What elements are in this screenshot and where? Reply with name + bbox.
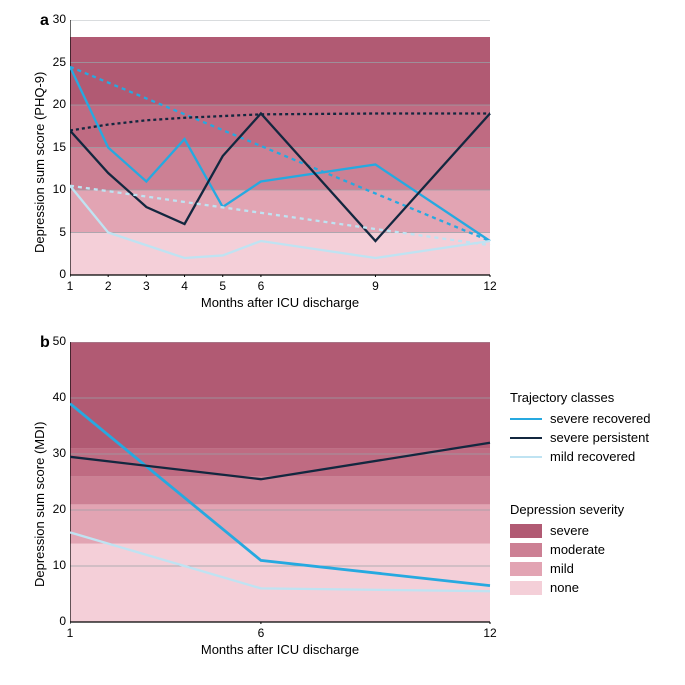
xtick-label: 12 — [480, 279, 500, 293]
ylabel: Depression sum score (PHQ-9) — [32, 71, 47, 252]
ytick-label: 20 — [44, 97, 66, 111]
legend-color-swatch — [510, 543, 542, 557]
xtick-label: 4 — [175, 279, 195, 293]
xtick-label: 9 — [365, 279, 385, 293]
chart-svg — [70, 20, 492, 277]
xtick-label: 12 — [480, 626, 500, 640]
legend-label: mild recovered — [550, 449, 635, 464]
severity-band — [70, 37, 490, 105]
legend-item: none — [510, 580, 650, 595]
legend-label: none — [550, 580, 579, 595]
legend-title-trajectory: Trajectory classes — [510, 390, 650, 405]
legend: Trajectory classes severe recovered severe… — [510, 380, 650, 599]
ytick-label: 10 — [44, 558, 66, 572]
chart-svg — [70, 342, 492, 624]
legend-label: severe — [550, 523, 589, 538]
ytick-label: 10 — [44, 182, 66, 196]
ytick-label: 50 — [44, 334, 66, 348]
xlabel: Months after ICU discharge — [190, 642, 370, 657]
legend-color-swatch — [510, 581, 542, 595]
legend-item: mild recovered — [510, 449, 650, 464]
legend-title-severity: Depression severity — [510, 502, 650, 517]
severity-band — [70, 476, 490, 504]
ylabel: Depression sum score (MDI) — [32, 422, 47, 587]
xtick-label: 1 — [60, 279, 80, 293]
ytick-label: 20 — [44, 502, 66, 516]
legend-label: mild — [550, 561, 574, 576]
legend-color-swatch — [510, 562, 542, 576]
xtick-label: 6 — [251, 279, 271, 293]
legend-label: severe persistent — [550, 430, 649, 445]
legend-item: severe persistent — [510, 430, 650, 445]
legend-label: moderate — [550, 542, 605, 557]
severity-band — [70, 105, 490, 148]
legend-label: severe recovered — [550, 411, 650, 426]
legend-item: severe recovered — [510, 411, 650, 426]
ytick-label: 30 — [44, 446, 66, 460]
legend-item: mild — [510, 561, 650, 576]
xlabel: Months after ICU discharge — [190, 295, 370, 310]
ytick-label: 25 — [44, 55, 66, 69]
legend-item: severe — [510, 523, 650, 538]
legend-line-swatch — [510, 456, 542, 458]
xtick-label: 2 — [98, 279, 118, 293]
legend-line-swatch — [510, 437, 542, 439]
xtick-label: 5 — [213, 279, 233, 293]
legend-color-swatch — [510, 524, 542, 538]
severity-band — [70, 233, 490, 276]
ytick-label: 15 — [44, 140, 66, 154]
ytick-label: 5 — [44, 225, 66, 239]
legend-item: moderate — [510, 542, 650, 557]
xtick-label: 3 — [136, 279, 156, 293]
legend-line-swatch — [510, 418, 542, 420]
ytick-label: 40 — [44, 390, 66, 404]
xtick-label: 6 — [251, 626, 271, 640]
severity-band — [70, 342, 490, 448]
ytick-label: 30 — [44, 12, 66, 26]
xtick-label: 1 — [60, 626, 80, 640]
severity-band — [70, 544, 490, 622]
